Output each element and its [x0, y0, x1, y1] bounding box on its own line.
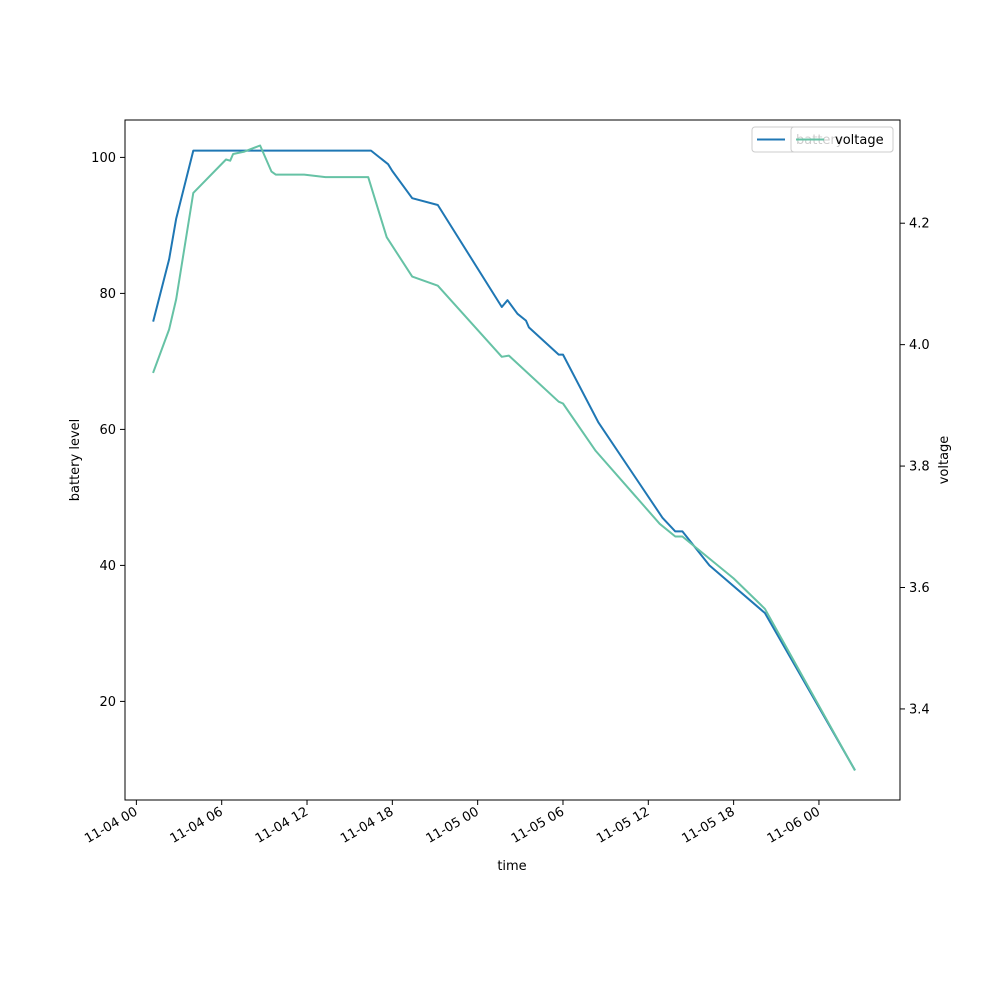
left-y-tick-label: 80 [99, 287, 116, 302]
left-y-tick-label: 60 [99, 423, 116, 438]
legend-label-voltage: voltage [835, 133, 884, 148]
right-y-axis-label: voltage [937, 436, 952, 485]
left-y-tick-label: 20 [99, 695, 116, 710]
legend-voltage: voltage [791, 127, 893, 152]
right-y-tick-label: 3.6 [909, 581, 930, 596]
right-y-tick-label: 4.2 [909, 217, 930, 232]
right-y-tick-label: 4.0 [909, 338, 930, 353]
x-axis-label: time [497, 859, 526, 874]
left-y-tick-label: 40 [99, 559, 116, 574]
legends: batteryvoltage [752, 127, 893, 152]
left-y-axis-label: battery level [68, 419, 83, 502]
right-y-tick-label: 3.8 [909, 460, 930, 475]
left-y-tick-label: 100 [91, 151, 116, 166]
right-y-tick-label: 3.4 [909, 702, 930, 717]
